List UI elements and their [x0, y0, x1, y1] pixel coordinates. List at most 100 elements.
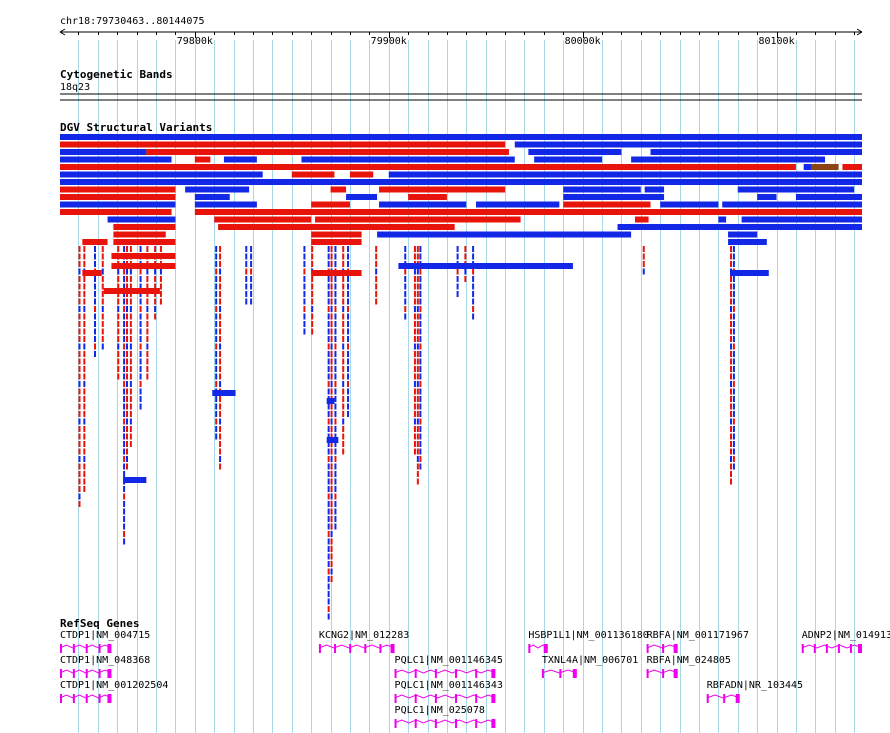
dgv-stacked-variant[interactable]	[78, 268, 81, 275]
dgv-stacked-variant[interactable]	[330, 441, 333, 447]
dgv-stacked-variant[interactable]	[159, 298, 162, 305]
dgv-stacked-variant[interactable]	[330, 576, 333, 582]
dgv-stacked-variant[interactable]	[215, 298, 218, 305]
dgv-stacked-variant[interactable]	[123, 313, 126, 320]
dgv-stacked-variant[interactable]	[250, 291, 253, 297]
dgv-stacked-variant[interactable]	[123, 373, 126, 380]
dgv-stacked-variant[interactable]	[303, 291, 306, 297]
dgv-stacked-variant[interactable]	[146, 276, 149, 282]
dgv-stacked-variant[interactable]	[413, 381, 416, 387]
dgv-stacked-variant[interactable]	[327, 613, 330, 620]
gene-feature[interactable]: CTDP1|NM_001202504	[59, 680, 168, 703]
dgv-stacked-variant[interactable]	[642, 268, 645, 275]
dgv-stacked-variant[interactable]	[123, 351, 126, 357]
dgv-stacked-variant[interactable]	[117, 298, 120, 305]
dgv-stacked-variant[interactable]	[413, 366, 416, 372]
dgv-stacked-variant[interactable]	[78, 456, 81, 462]
dgv-stacked-variant[interactable]	[139, 396, 142, 402]
dgv-stacked-variant[interactable]	[419, 411, 422, 417]
dgv-stacked-variant[interactable]	[154, 276, 157, 282]
dgv-stacked-variant[interactable]	[303, 283, 306, 290]
dgv-stacked-variant[interactable]	[419, 381, 422, 387]
dgv-stacked-variant[interactable]	[334, 283, 337, 290]
dgv-stacked-variant[interactable]	[78, 343, 81, 350]
dgv-stacked-variant[interactable]	[334, 396, 337, 402]
dgv-stacked-variant[interactable]	[125, 411, 128, 417]
dgv-stacked-variant[interactable]	[342, 351, 345, 357]
dgv-stacked-variant[interactable]	[83, 426, 86, 432]
dgv-stacked-variant[interactable]	[342, 246, 345, 252]
dgv-stacked-variant[interactable]	[413, 411, 416, 417]
dgv-stacked-variant[interactable]	[732, 433, 735, 440]
dgv-stacked-variant[interactable]	[419, 268, 422, 275]
dgv-stacked-variant[interactable]	[219, 321, 222, 327]
dgv-variant[interactable]	[644, 186, 665, 193]
dgv-variant[interactable]	[563, 186, 641, 193]
dgv-stacked-variant[interactable]	[419, 403, 422, 410]
dgv-stacked-variant[interactable]	[78, 501, 81, 507]
dgv-stacked-variant[interactable]	[117, 306, 120, 312]
dgv-stacked-variant[interactable]	[416, 351, 419, 357]
dgv-stacked-variant[interactable]	[416, 276, 419, 282]
dgv-stacked-variant[interactable]	[330, 261, 333, 267]
dgv-stacked-variant[interactable]	[334, 493, 337, 500]
dgv-stacked-variant[interactable]	[730, 418, 733, 425]
dgv-stacked-variant[interactable]	[78, 336, 81, 342]
dgv-stacked-variant[interactable]	[416, 448, 419, 455]
dgv-stacked-variant[interactable]	[472, 306, 475, 312]
dgv-stacked-variant[interactable]	[83, 366, 86, 372]
dgv-stacked-variant[interactable]	[413, 343, 416, 350]
dgv-stacked-variant[interactable]	[327, 606, 330, 612]
dgv-variant[interactable]	[185, 186, 250, 193]
dgv-stacked-variant[interactable]	[416, 411, 419, 417]
dgv-variant[interactable]	[408, 194, 447, 200]
dgv-stacked-variant[interactable]	[219, 253, 222, 260]
dgv-stacked-variant[interactable]	[303, 298, 306, 305]
dgv-stacked-variant[interactable]	[330, 493, 333, 500]
dgv-variant[interactable]	[82, 270, 102, 276]
dgv-stacked-variant[interactable]	[219, 403, 222, 410]
dgv-stacked-variant[interactable]	[139, 276, 142, 282]
dgv-stacked-variant[interactable]	[117, 366, 120, 372]
dgv-stacked-variant[interactable]	[219, 298, 222, 305]
dgv-stacked-variant[interactable]	[215, 343, 218, 350]
dgv-stacked-variant[interactable]	[146, 268, 149, 275]
dgv-stacked-variant[interactable]	[347, 373, 350, 380]
dgv-stacked-variant[interactable]	[123, 396, 126, 402]
dgv-variant[interactable]	[103, 288, 160, 294]
dgv-stacked-variant[interactable]	[416, 336, 419, 342]
dgv-stacked-variant[interactable]	[123, 426, 126, 432]
dgv-variant[interactable]	[631, 156, 826, 163]
dgv-stacked-variant[interactable]	[215, 336, 218, 342]
dgv-stacked-variant[interactable]	[123, 508, 126, 515]
dgv-stacked-variant[interactable]	[125, 351, 128, 357]
dgv-stacked-variant[interactable]	[303, 276, 306, 282]
dgv-stacked-variant[interactable]	[413, 246, 416, 252]
dgv-stacked-variant[interactable]	[334, 433, 337, 440]
dgv-stacked-variant[interactable]	[730, 276, 733, 282]
dgv-stacked-variant[interactable]	[330, 538, 333, 545]
dgv-stacked-variant[interactable]	[123, 328, 126, 335]
dgv-stacked-variant[interactable]	[78, 478, 81, 485]
dgv-stacked-variant[interactable]	[342, 283, 345, 290]
dgv-stacked-variant[interactable]	[101, 268, 104, 275]
dgv-variant[interactable]	[728, 231, 758, 238]
dgv-stacked-variant[interactable]	[334, 381, 337, 387]
dgv-stacked-variant[interactable]	[123, 471, 126, 477]
dgv-stacked-variant[interactable]	[419, 448, 422, 455]
dgv-stacked-variant[interactable]	[730, 298, 733, 305]
dgv-stacked-variant[interactable]	[330, 433, 333, 440]
dgv-stacked-variant[interactable]	[78, 328, 81, 335]
dgv-stacked-variant[interactable]	[78, 426, 81, 432]
dgv-stacked-variant[interactable]	[219, 463, 222, 470]
dgv-stacked-variant[interactable]	[347, 276, 350, 282]
dgv-stacked-variant[interactable]	[117, 373, 120, 380]
dgv-stacked-variant[interactable]	[123, 403, 126, 410]
dgv-stacked-variant[interactable]	[129, 373, 132, 380]
dgv-stacked-variant[interactable]	[327, 441, 330, 447]
dgv-stacked-variant[interactable]	[347, 298, 350, 305]
dgv-stacked-variant[interactable]	[94, 313, 97, 320]
dgv-stacked-variant[interactable]	[129, 328, 132, 335]
dgv-stacked-variant[interactable]	[83, 486, 86, 492]
dgv-stacked-variant[interactable]	[146, 246, 149, 252]
